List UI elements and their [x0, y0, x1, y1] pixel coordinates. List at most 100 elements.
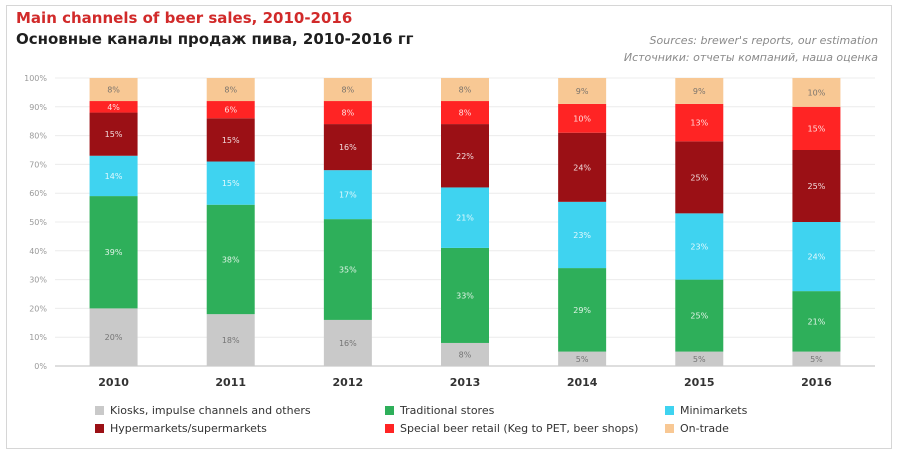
chart-title-ru: Основные каналы продаж пива, 2010-2016 г…: [16, 30, 414, 48]
bar-value-label: 23%: [573, 231, 591, 240]
bar-segment-ontrade: [675, 78, 724, 104]
bar-value-label: 14%: [105, 172, 123, 181]
bar-value-label: 15%: [105, 130, 123, 139]
bar-segment-kiosks: [441, 342, 489, 366]
bar-segment-ontrade: [206, 78, 255, 102]
x-tick-label: 2011: [215, 376, 246, 389]
bar-value-label: 8%: [459, 350, 472, 359]
bar-segment-hypermarkets: [206, 118, 255, 162]
bar-segment-kiosks: [206, 314, 255, 366]
bar-segment-traditional: [558, 268, 607, 352]
bar-segment-traditional: [206, 204, 255, 315]
bar-segment-ontrade: [323, 78, 372, 102]
bar-value-label: 17%: [339, 191, 357, 200]
bar-value-label: 35%: [339, 266, 357, 275]
y-tick-label: 10%: [29, 333, 47, 342]
bar-value-label: 16%: [339, 143, 357, 152]
bar-value-label: 18%: [222, 336, 240, 345]
bar-segment-traditional: [323, 219, 372, 320]
bar-value-label: 8%: [342, 86, 355, 95]
bar-segment-traditional: [675, 279, 724, 352]
bar-value-label: 24%: [808, 253, 826, 262]
bar-value-label: 8%: [459, 109, 472, 118]
bar-value-label: 25%: [690, 173, 708, 182]
bar-segment-traditional: [792, 291, 841, 352]
bar-value-label: 39%: [105, 248, 123, 257]
bar-value-label: 5%: [693, 355, 706, 364]
bar-value-label: 8%: [342, 109, 355, 118]
y-tick-label: 60%: [29, 189, 47, 198]
bar-segment-kiosks: [323, 319, 372, 366]
bar-value-label: 5%: [810, 355, 823, 364]
bar-segment-minimarkets: [206, 161, 255, 205]
x-tick-label: 2015: [684, 376, 715, 389]
bar-value-label: 10%: [808, 88, 826, 97]
bar-value-label: 8%: [224, 86, 237, 95]
bar-value-label: 38%: [222, 255, 240, 264]
bar-segment-ontrade: [441, 78, 489, 102]
bar-segment-special: [558, 103, 607, 133]
bar-value-label: 23%: [690, 242, 708, 251]
x-axis-labels: 2010 2011 2012 2013 2014 2015 2016: [98, 376, 832, 389]
bar-value-label: 16%: [339, 339, 357, 348]
bar-segment-hypermarkets: [89, 112, 138, 156]
x-tick-label: 2010: [98, 376, 129, 389]
chart-title-en: Main channels of beer sales, 2010-2016: [16, 9, 353, 27]
bar-value-label: 4%: [107, 103, 120, 112]
y-tick-label: 90%: [29, 103, 47, 112]
bar-value-label: 25%: [808, 182, 826, 191]
bar-value-label: 5%: [576, 355, 589, 364]
bar-segment-minimarkets: [323, 170, 372, 220]
bar-value-label: 33%: [456, 291, 474, 300]
bar-value-label: 24%: [573, 163, 591, 172]
bar-segment-minimarkets: [675, 213, 724, 280]
bar-segment-special: [792, 106, 841, 150]
y-tick-label: 80%: [29, 132, 47, 141]
bar-value-label: 15%: [808, 124, 826, 133]
y-tick-label: 100%: [24, 74, 47, 83]
bar-segment-minimarkets: [792, 222, 841, 292]
bar-value-label: 21%: [808, 317, 826, 326]
bar-value-label: 8%: [459, 86, 472, 95]
bars-group: 20% 39% 14% 15% 4% 8% 18% 38% 15% 15% 6% 8% 16% 35% 17…: [89, 78, 841, 366]
bar-value-label: 9%: [693, 87, 706, 96]
bar-segment-hypermarkets: [441, 124, 489, 188]
bar-value-label: 10%: [573, 114, 591, 123]
y-tick-label: 40%: [29, 247, 47, 256]
y-axis-ticks: 0% 10% 20% 30% 40% 50% 60% 70% 80% 90% 100%: [24, 74, 47, 371]
bar-segment-minimarkets: [441, 187, 489, 248]
x-tick-label: 2012: [333, 376, 364, 389]
y-tick-label: 50%: [29, 218, 47, 227]
y-tick-label: 30%: [29, 276, 47, 285]
source-note-ru: Источники: отчеты компаний, наша оценка: [623, 51, 878, 64]
bar-segment-hypermarkets: [792, 150, 841, 222]
bar-value-label: 9%: [576, 87, 589, 96]
bar-segment-ontrade: [89, 78, 138, 102]
bar-segment-special: [323, 101, 372, 125]
bar-value-label: 22%: [456, 152, 474, 161]
bar-value-label: 29%: [573, 306, 591, 315]
x-tick-label: 2016: [801, 376, 832, 389]
bar-value-label: 6%: [224, 106, 237, 115]
bar-segment-hypermarkets: [675, 141, 724, 214]
bar-segment-minimarkets: [89, 155, 138, 197]
bar-segment-traditional: [89, 196, 138, 309]
bar-segment-special: [675, 103, 724, 142]
source-note-en: Sources: brewer's reports, our estimatio…: [649, 34, 878, 47]
bar-segment-kiosks: [792, 351, 841, 366]
bar-segment-ontrade: [558, 78, 607, 104]
bar-value-label: 15%: [222, 179, 240, 188]
bar-segment-hypermarkets: [323, 124, 372, 171]
bar-segment-special: [206, 101, 255, 119]
bar-segment-kiosks: [675, 351, 724, 366]
bar-segment-minimarkets: [558, 201, 607, 269]
x-tick-label: 2014: [567, 376, 598, 389]
y-tick-label: 20%: [29, 304, 47, 313]
bar-value-label: 8%: [107, 86, 120, 95]
bar-segment-kiosks: [89, 308, 138, 366]
bar-segment-hypermarkets: [558, 132, 607, 202]
bar-value-label: 25%: [690, 312, 708, 321]
bar-segment-special: [89, 101, 138, 113]
bar-segment-ontrade: [792, 78, 841, 107]
